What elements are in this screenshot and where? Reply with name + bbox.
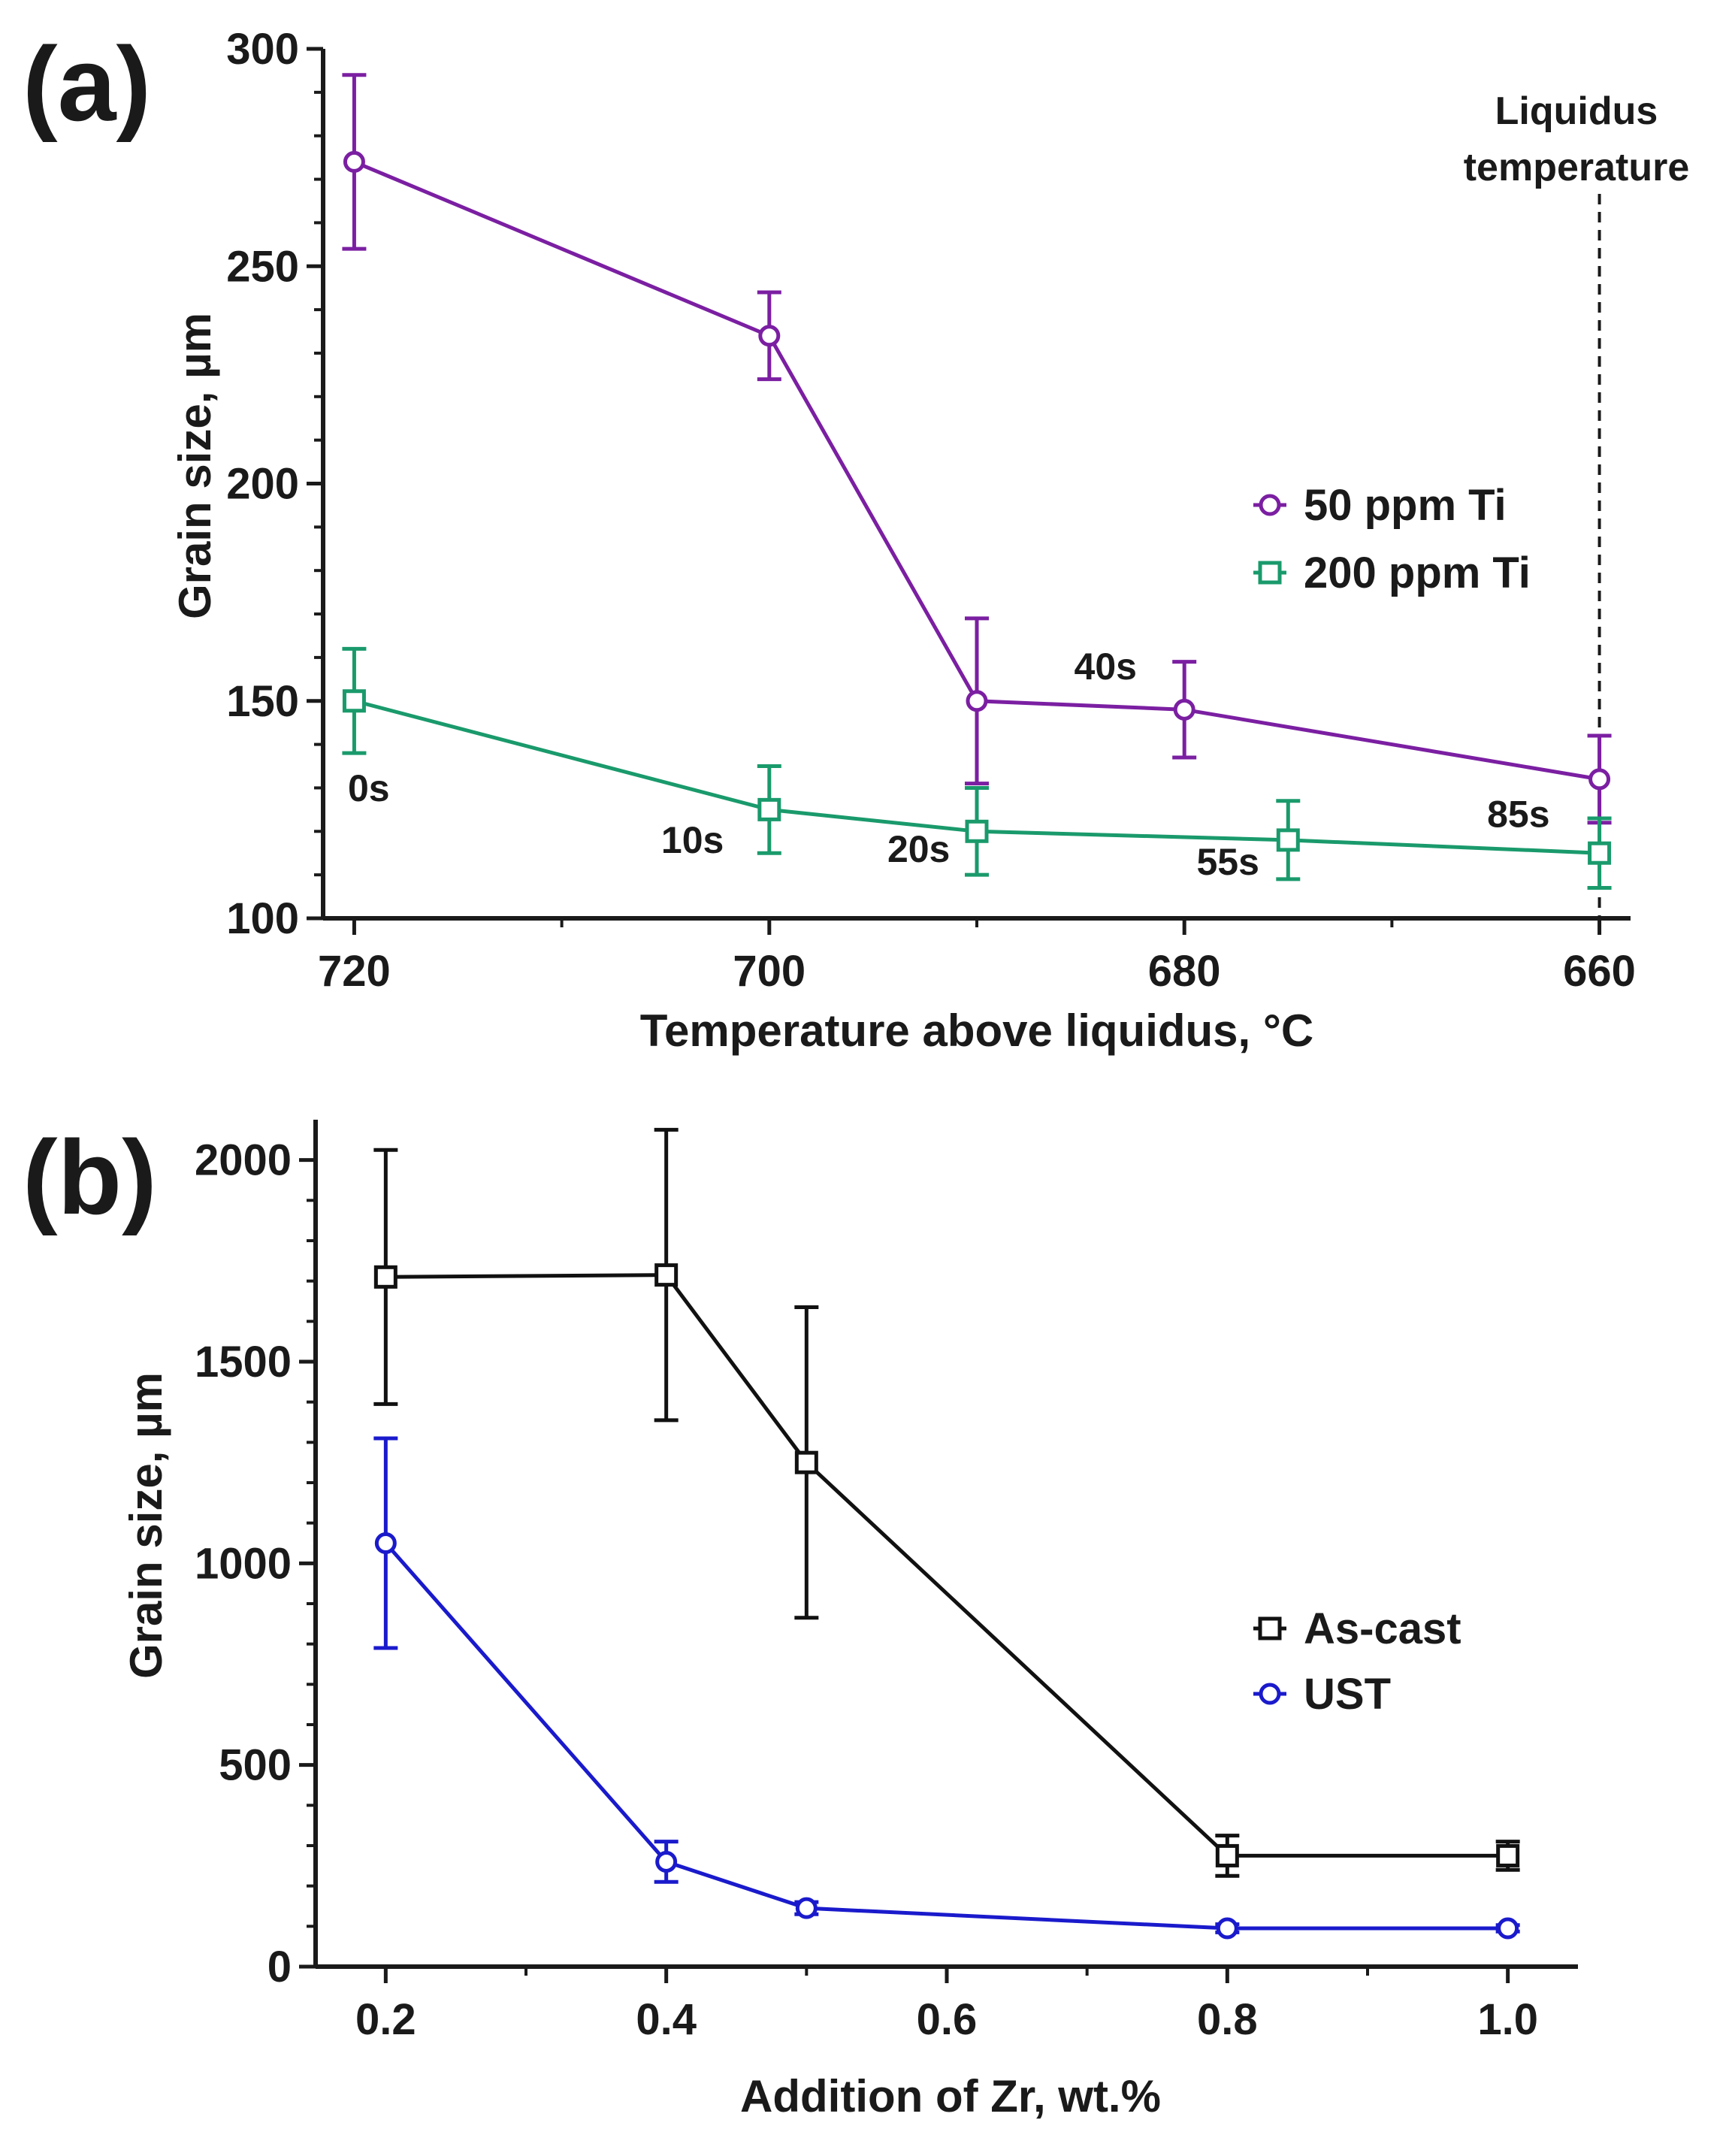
legend-item: 50 ppm Ti xyxy=(1253,481,1507,530)
panel-a-y-ticks: 100 150 200 250 300 xyxy=(226,25,323,943)
panel-b-series xyxy=(373,1127,1520,1940)
time-annotation: 55s xyxy=(1196,841,1259,883)
data-point xyxy=(1588,841,1612,865)
time-annotation: 10s xyxy=(661,819,724,861)
panel-a-label: (a) xyxy=(23,25,151,143)
time-annotation: 20s xyxy=(887,828,950,870)
b-y-tick-label: 1500 xyxy=(195,1338,292,1386)
panel-a-x-ticks: 720 700 680 660 xyxy=(318,918,1636,996)
a-y-tick-label: 300 xyxy=(226,25,299,74)
panel-a-x-axis-title: Temperature above liquidus, °C xyxy=(640,1005,1313,1056)
panel-b-x-axis-title: Addition of Zr, wt.% xyxy=(740,2071,1161,2121)
data-point xyxy=(654,1263,679,1287)
time-annotation: 85s xyxy=(1487,794,1549,836)
data-point xyxy=(757,797,781,821)
legend-item: UST xyxy=(1253,1670,1391,1719)
b-y-tick-label: 1000 xyxy=(195,1539,292,1588)
time-annotation: 40s xyxy=(1075,646,1137,688)
liquidus-label-line2: temperature xyxy=(1464,146,1690,189)
data-point xyxy=(966,690,988,712)
a-y-tick-label: 100 xyxy=(226,894,299,943)
legend-label: 200 ppm Ti xyxy=(1304,549,1531,597)
legend-marker xyxy=(1258,1616,1282,1640)
b-x-tick-label: 0.2 xyxy=(355,1995,416,2044)
a-series-200-ppm-ti xyxy=(342,646,1612,891)
a-x-tick-label: 680 xyxy=(1148,947,1221,996)
data-point xyxy=(343,150,365,173)
b-y-tick-label: 0 xyxy=(268,1943,292,1991)
data-point xyxy=(965,819,989,843)
panel-a-y-axis-title: Grain size, µm xyxy=(170,313,220,619)
panel-b-legend: As-cast UST xyxy=(1253,1604,1461,1719)
legend-label: As-cast xyxy=(1304,1604,1461,1653)
data-point xyxy=(1215,1843,1239,1867)
legend-item: As-cast xyxy=(1253,1604,1461,1653)
panel-b-label: (b) xyxy=(23,1118,157,1236)
data-point xyxy=(794,1450,818,1474)
b-series-as-cast xyxy=(373,1127,1520,1878)
a-y-tick-label: 200 xyxy=(226,460,299,509)
legend-marker xyxy=(1259,494,1281,516)
data-point xyxy=(1496,1843,1520,1867)
a-y-tick-label: 150 xyxy=(226,677,299,726)
b-x-tick-label: 0.6 xyxy=(917,1995,978,2044)
panel-a: (a) 100 150 200 250 300 720 700 680 660 Liquidu… xyxy=(23,25,1689,1056)
panel-b-x-ticks: 0.2 0.4 0.6 0.8 1.0 xyxy=(355,1967,1538,2044)
a-x-tick-label: 700 xyxy=(733,947,806,996)
data-point xyxy=(373,1265,397,1289)
b-y-tick-label: 2000 xyxy=(195,1136,292,1185)
data-point xyxy=(795,1897,818,1919)
b-x-tick-label: 0.4 xyxy=(636,1995,697,2044)
data-point xyxy=(1497,1917,1519,1940)
legend-marker xyxy=(1259,1683,1281,1705)
liquidus-label-line1: Liquidus xyxy=(1495,89,1658,133)
a-y-tick-label: 250 xyxy=(226,242,299,291)
data-point xyxy=(1173,698,1195,721)
data-point xyxy=(1588,768,1611,791)
data-point xyxy=(655,1850,678,1873)
panel-b: (b) 0 500 1000 1500 2000 0.2 0.4 0.6 0.8 1.0 Gra… xyxy=(23,1118,1578,2121)
legend-label: 50 ppm Ti xyxy=(1304,481,1507,530)
b-y-tick-label: 500 xyxy=(219,1741,292,1790)
legend-item: 200 ppm Ti xyxy=(1253,549,1531,597)
data-point xyxy=(374,1532,397,1554)
a-x-tick-label: 660 xyxy=(1563,947,1636,996)
panel-a-series xyxy=(342,73,1612,891)
panel-a-legend: 50 ppm Ti 200 ppm Ti xyxy=(1253,481,1531,597)
time-annotation: 0s xyxy=(348,767,390,809)
legend-label: UST xyxy=(1304,1670,1391,1719)
data-point xyxy=(342,689,366,713)
panel-b-y-axis-title: Grain size, µm xyxy=(121,1372,171,1679)
panel-a-time-annotations: 0s 10s 20s 40s 55s 85s xyxy=(348,646,1550,883)
panel-b-y-ticks: 0 500 1000 1500 2000 xyxy=(195,1136,316,1991)
a-series-50-ppm-ti xyxy=(342,73,1612,825)
data-point xyxy=(1276,828,1300,852)
b-x-tick-label: 0.8 xyxy=(1197,1995,1258,2044)
b-series-ust xyxy=(373,1436,1520,1940)
data-point xyxy=(758,325,781,347)
data-point xyxy=(1216,1917,1238,1940)
legend-marker xyxy=(1258,561,1282,585)
a-x-tick-label: 720 xyxy=(318,947,391,996)
b-x-tick-label: 1.0 xyxy=(1477,1995,1538,2044)
